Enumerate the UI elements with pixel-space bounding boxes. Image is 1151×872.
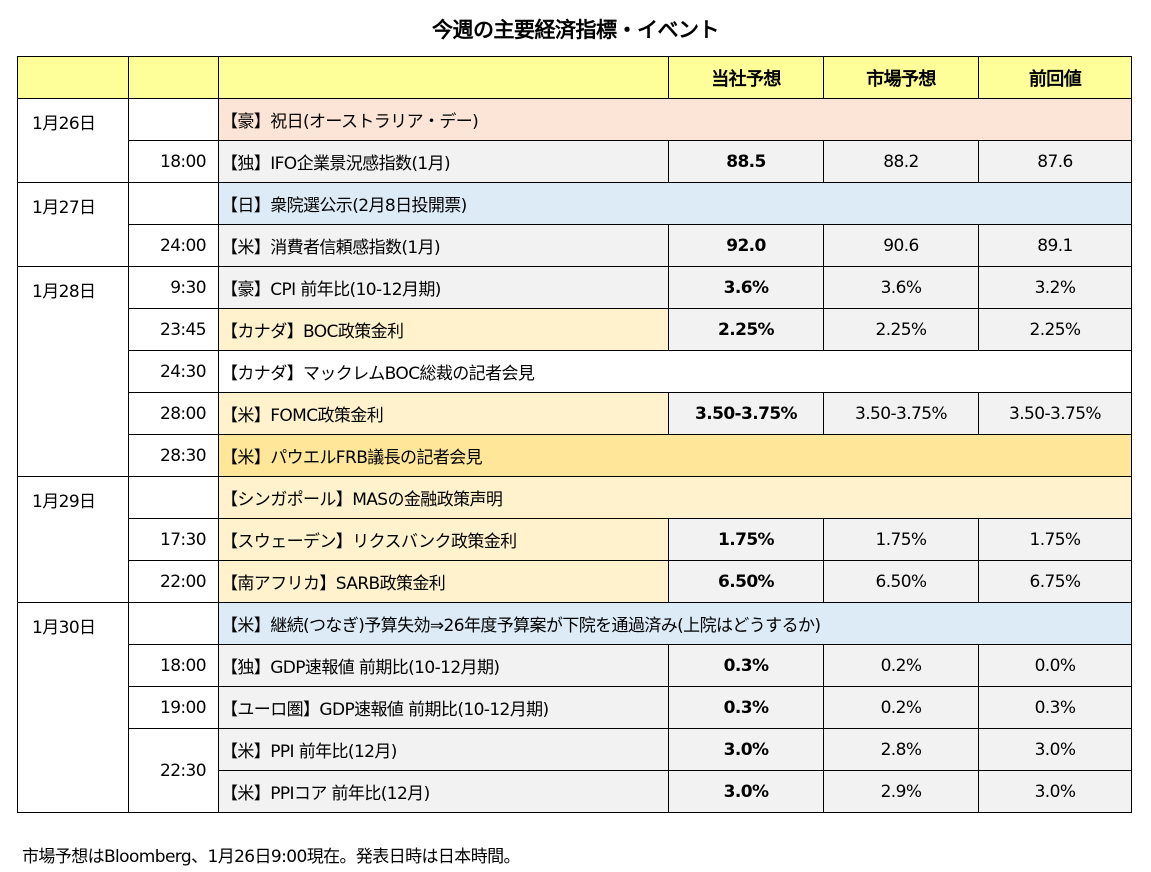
own-forecast-cell: 0.3%: [668, 686, 824, 729]
table-row: 18:00 【独】GDP速報値 前期比(10-12月期) 0.3% 0.2% 0.0%: [18, 644, 1132, 687]
date-cell: 1月26日: [17, 98, 129, 183]
table-row: 22:30 【米】PPI 前年比(12月) 3.0% 2.8% 3.0%: [18, 728, 1132, 813]
own-forecast-cell: 2.25%: [668, 308, 824, 351]
time-cell: 28:00: [128, 392, 219, 435]
own-forecast-cell: 3.6%: [668, 266, 824, 309]
market-forecast-cell: 3.50-3.75%: [823, 392, 979, 435]
event-cell: 【豪】祝日(オーストラリア・デー): [218, 98, 1132, 141]
own-forecast-cell: 3.50-3.75%: [668, 392, 824, 435]
header-time: [128, 56, 219, 99]
previous-value-cell: 87.6: [978, 140, 1132, 183]
time-cell: [128, 476, 219, 519]
event-cell: 【カナダ】BOC政策金利: [218, 308, 669, 351]
time-cell: 9:30: [128, 266, 219, 309]
date-cell: 1月27日: [17, 182, 129, 267]
event-cell: 【米】継続(つなぎ)予算失効⇒26年度予算案が下院を通過済み(上院はどうするか): [218, 602, 1132, 645]
market-forecast-cell: 2.8%: [823, 728, 979, 771]
market-forecast-cell: 2.9%: [823, 770, 979, 813]
previous-value-cell: 0.0%: [978, 644, 1132, 687]
previous-value-cell: 0.3%: [978, 686, 1132, 729]
event-cell: 【独】GDP速報値 前期比(10-12月期): [218, 644, 669, 687]
market-forecast-cell: 0.2%: [823, 644, 979, 687]
market-forecast-cell: 0.2%: [823, 686, 979, 729]
event-cell: 【日】衆院選公示(2月8日投開票): [218, 182, 1132, 225]
table-row: 24:30 【カナダ】マックレムBOC総裁の記者会見: [18, 350, 1132, 393]
event-cell: 【米】消費者信頼感指数(1月): [218, 224, 669, 267]
table-row: 28:30 【米】パウエルFRB議長の記者会見: [18, 434, 1132, 477]
time-cell: 18:00: [128, 140, 219, 183]
table-row: 1月26日 【豪】祝日(オーストラリア・デー): [17, 98, 1132, 183]
market-forecast-cell: 90.6: [823, 224, 979, 267]
table-row: 22:00 【南アフリカ】SARB政策金利 6.50% 6.50% 6.75%: [18, 560, 1132, 603]
event-cell: 【南アフリカ】SARB政策金利: [218, 560, 669, 603]
market-forecast-cell: 6.50%: [823, 560, 979, 603]
market-forecast-cell: 88.2: [823, 140, 979, 183]
own-forecast-cell: 3.0%: [668, 728, 824, 771]
event-cell: 【米】PPIコア 前年比(12月): [218, 770, 669, 813]
time-cell: 19:00: [128, 686, 219, 729]
market-forecast-cell: 2.25%: [823, 308, 979, 351]
table-row: 1月29日 【シンガポール】MASの金融政策声明: [17, 476, 1132, 603]
time-cell: 24:30: [128, 350, 219, 393]
table-row: 24:00 【米】消費者信頼感指数(1月) 92.0 90.6 89.1: [18, 224, 1132, 267]
table-row: 18:00 【独】IFO企業景況感指数(1月) 88.5 88.2 87.6: [18, 140, 1132, 183]
time-cell: 28:30: [128, 434, 219, 477]
time-cell: 23:45: [128, 308, 219, 351]
previous-value-cell: 6.75%: [978, 560, 1132, 603]
header-own-forecast: 当社予想: [668, 56, 824, 99]
footnote: 市場予想はBloomberg、1月26日9:00現在。発表日時は日本時間。: [22, 847, 521, 867]
table-row: 1月28日 9:30 【豪】CPI 前年比(10-12月期) 3.6% 3.6% 3.2%: [17, 266, 1132, 477]
table-row: 28:00 【米】FOMC政策金利 3.50-3.75% 3.50-3.75% 3.50…: [18, 392, 1132, 435]
event-cell: 【独】IFO企業景況感指数(1月): [218, 140, 669, 183]
table-row: 19:00 【ユーロ圏】GDP速報値 前期比(10-12月期) 0.3% 0.2% 0.…: [18, 686, 1132, 729]
date-cell: 1月29日: [17, 476, 129, 603]
header-row: 当社予想 市場予想 前回値: [17, 56, 1132, 99]
table-row: 1月30日 【米】継続(つなぎ)予算失効⇒26年度予算案が下院を通過済み(上院はど…: [17, 602, 1132, 813]
date-cell: 1月30日: [17, 602, 129, 813]
previous-value-cell: 2.25%: [978, 308, 1132, 351]
time-cell: 22:30: [128, 728, 219, 813]
economic-calendar-table: 当社予想 市場予想 前回値 1月26日 【豪】祝日(オーストラリア・デー) 18:0…: [17, 56, 1132, 813]
date-cell: 1月28日: [17, 266, 129, 477]
time-cell: [128, 602, 219, 645]
time-cell: 17:30: [128, 518, 219, 561]
previous-value-cell: 3.0%: [978, 728, 1132, 771]
event-cell: 【シンガポール】MASの金融政策声明: [218, 476, 1132, 519]
table-row: 23:45 【カナダ】BOC政策金利 2.25% 2.25% 2.25%: [18, 308, 1132, 351]
time-cell: 22:00: [128, 560, 219, 603]
own-forecast-cell: 1.75%: [668, 518, 824, 561]
own-forecast-cell: 6.50%: [668, 560, 824, 603]
event-cell: 【スウェーデン】リクスバンク政策金利: [218, 518, 669, 561]
header-market-forecast: 市場予想: [823, 56, 979, 99]
own-forecast-cell: 3.0%: [668, 770, 824, 813]
header-previous: 前回値: [978, 56, 1132, 99]
header-event: [218, 56, 669, 99]
table-row: 【米】PPIコア 前年比(12月) 3.0% 2.9% 3.0%: [18, 770, 1132, 813]
header-date: [17, 56, 129, 99]
event-cell: 【米】PPI 前年比(12月): [218, 728, 669, 771]
market-forecast-cell: 1.75%: [823, 518, 979, 561]
time-cell: 24:00: [128, 224, 219, 267]
event-cell: 【カナダ】マックレムBOC総裁の記者会見: [218, 350, 1132, 393]
event-cell: 【米】FOMC政策金利: [218, 392, 669, 435]
own-forecast-cell: 0.3%: [668, 644, 824, 687]
own-forecast-cell: 92.0: [668, 224, 824, 267]
time-cell: 18:00: [128, 644, 219, 687]
page-title: 今週の主要経済指標・イベント: [432, 18, 720, 42]
previous-value-cell: 3.2%: [978, 266, 1132, 309]
previous-value-cell: 89.1: [978, 224, 1132, 267]
own-forecast-cell: 88.5: [668, 140, 824, 183]
table-row: 17:30 【スウェーデン】リクスバンク政策金利 1.75% 1.75% 1.75%: [18, 518, 1132, 561]
time-cell: [128, 182, 219, 225]
previous-value-cell: 3.0%: [978, 770, 1132, 813]
time-cell: [128, 98, 219, 141]
previous-value-cell: 3.50-3.75%: [978, 392, 1132, 435]
event-cell: 【豪】CPI 前年比(10-12月期): [218, 266, 669, 309]
event-cell: 【米】パウエルFRB議長の記者会見: [218, 434, 1132, 477]
table-row: 1月27日 【日】衆院選公示(2月8日投開票): [17, 182, 1132, 267]
event-cell: 【ユーロ圏】GDP速報値 前期比(10-12月期): [218, 686, 669, 729]
market-forecast-cell: 3.6%: [823, 266, 979, 309]
previous-value-cell: 1.75%: [978, 518, 1132, 561]
